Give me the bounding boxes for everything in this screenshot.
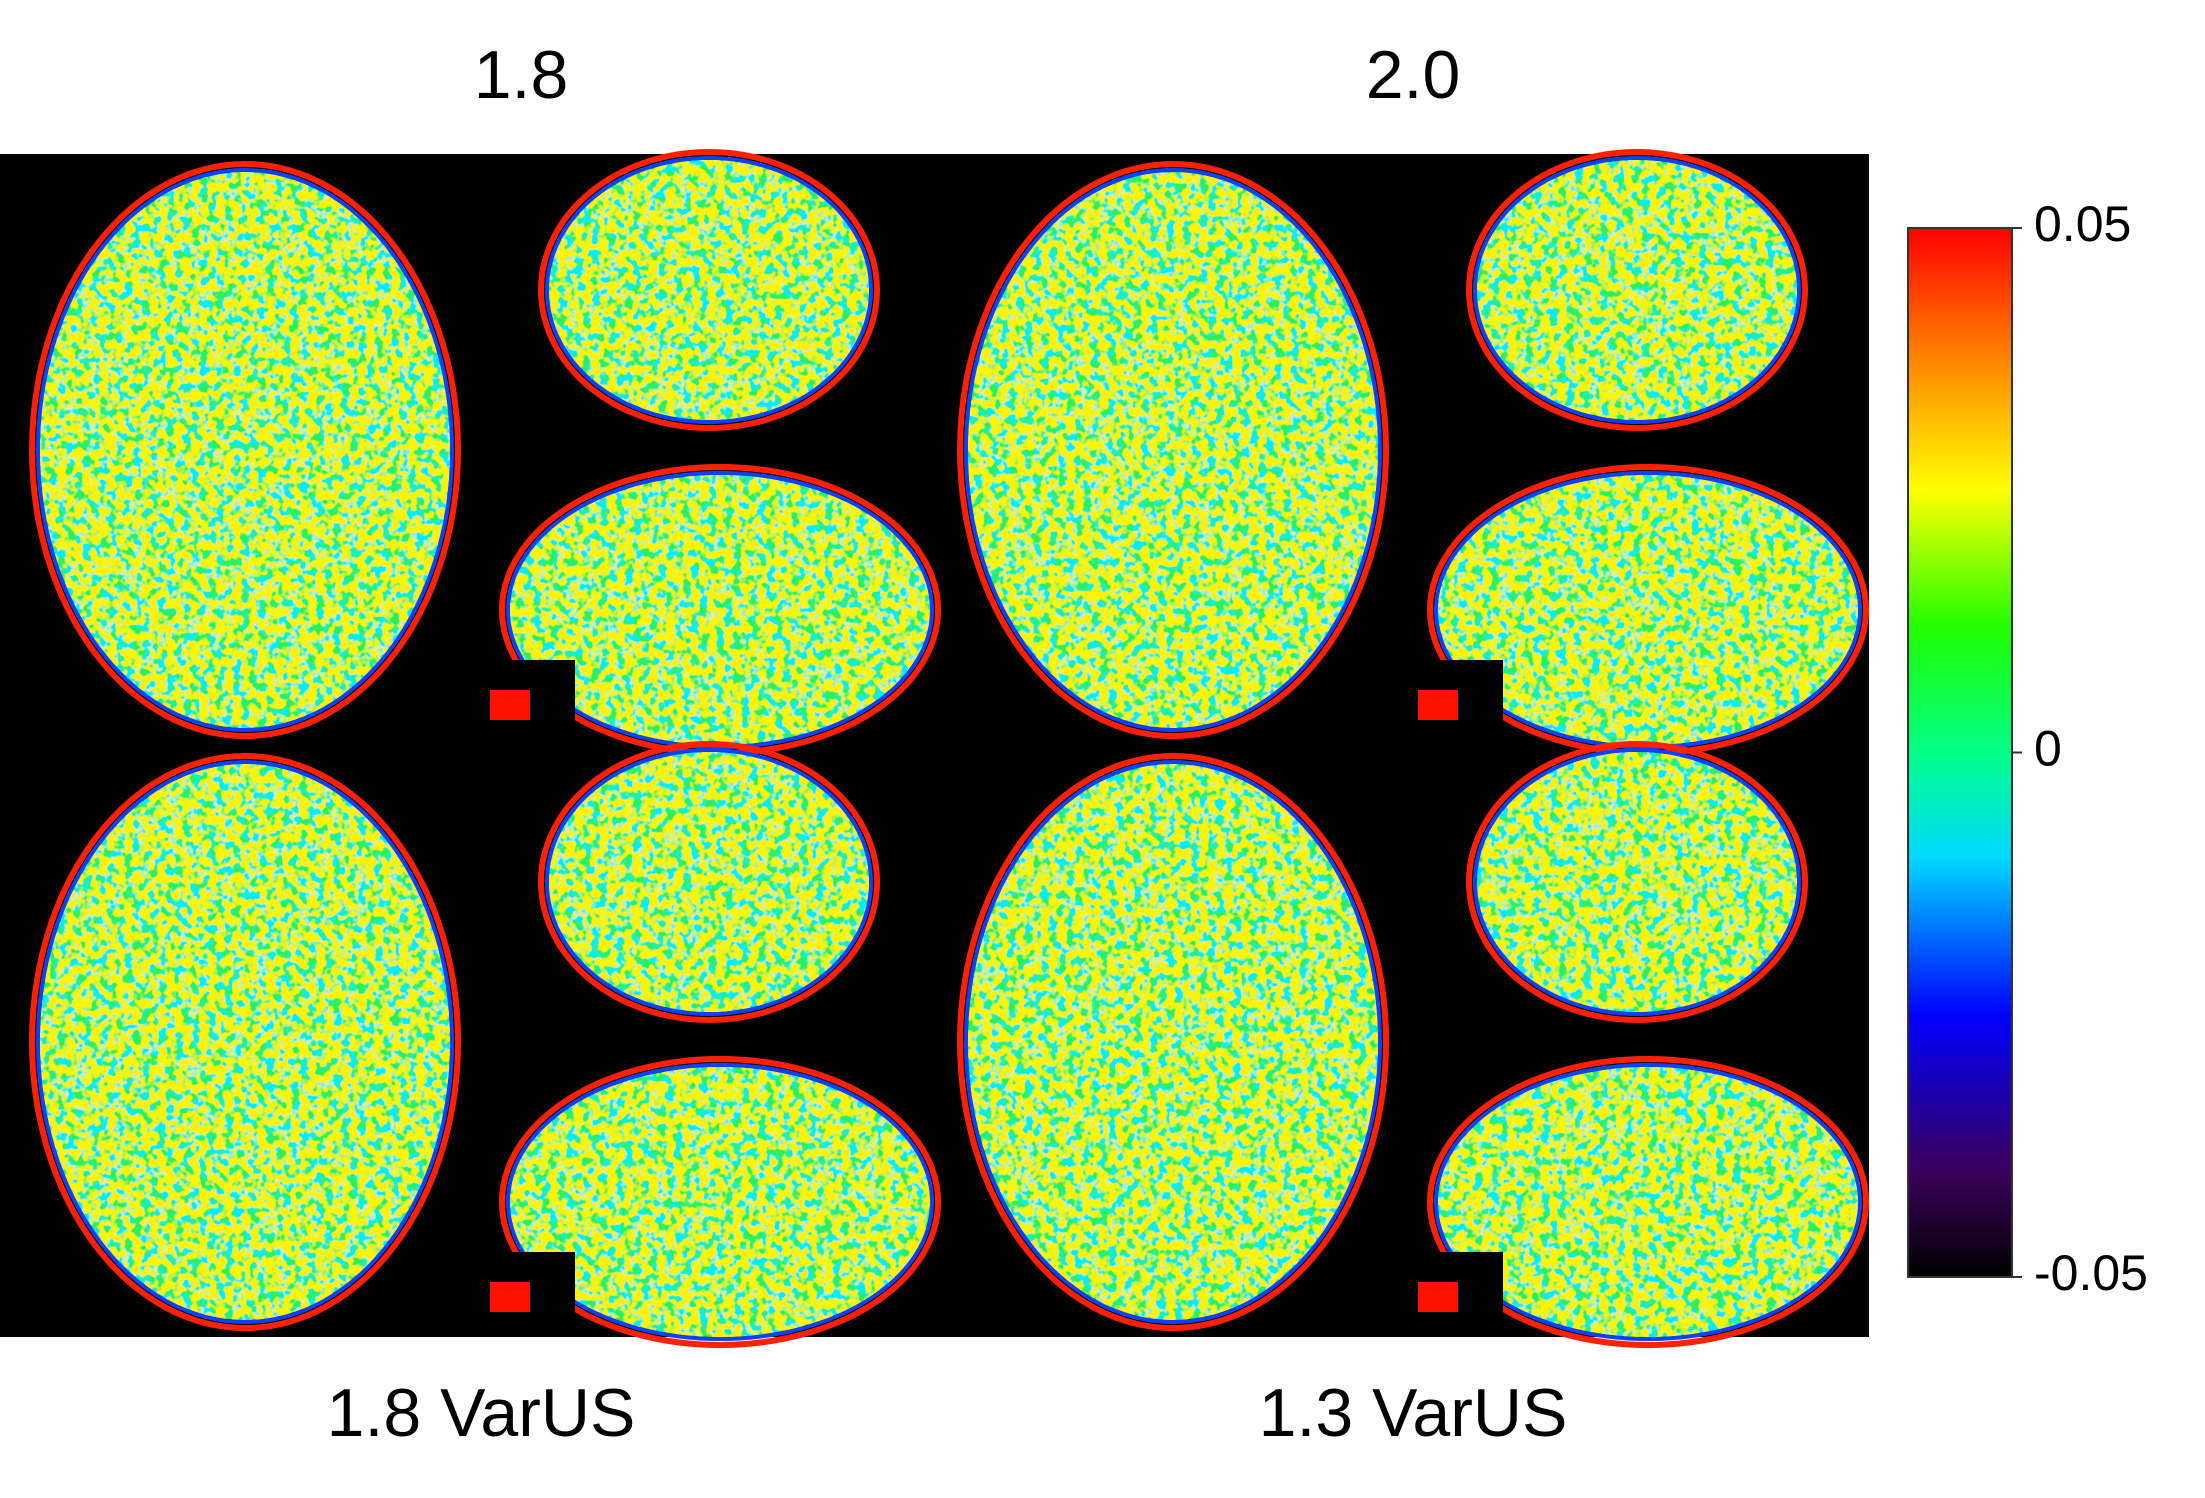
- colorbar-tick-label: 0.05: [2034, 196, 2131, 252]
- sagittal-slice-rim: [1427, 1056, 1869, 1348]
- coronal-slice: [549, 160, 869, 420]
- sagittal-slice-rim: [1434, 1063, 1862, 1341]
- coronal-slice-rim: [538, 149, 880, 431]
- coronal-slice-rim: [545, 156, 873, 424]
- sagittal-slice: [510, 1067, 930, 1337]
- colorbar-tick-label: -0.05: [2034, 1245, 2148, 1301]
- colorbar-tick-label: 0: [2034, 721, 2062, 777]
- artifact: [1418, 690, 1458, 720]
- axial-slice-rim: [957, 753, 1389, 1331]
- sagittal-slice: [1438, 475, 1858, 745]
- artifact: [490, 1282, 530, 1312]
- axial-slice: [40, 172, 450, 728]
- artifact: [1418, 1282, 1458, 1312]
- axial-slice: [40, 764, 450, 1320]
- sagittal-slice: [510, 475, 930, 745]
- axial-slice-rim: [957, 161, 1389, 739]
- sagittal-slice-rim: [506, 1063, 934, 1341]
- colorbar: [1907, 227, 2013, 1278]
- axial-slice-rim: [29, 161, 461, 739]
- coronal-slice-rim: [545, 748, 873, 1016]
- coronal-slice-rim: [538, 741, 880, 1023]
- brain-slices: [29, 149, 1869, 1348]
- sagittal-slice: [1438, 1067, 1858, 1337]
- coronal-slice: [549, 752, 869, 1012]
- coronal-slice: [1477, 752, 1797, 1012]
- coronal-slice-rim: [1466, 741, 1808, 1023]
- axial-slice: [968, 764, 1378, 1320]
- column-label: 1.8: [474, 37, 569, 113]
- sagittal-slice-rim: [499, 1056, 941, 1348]
- column-label: 2.0: [1366, 37, 1461, 113]
- coronal-slice-rim: [1473, 156, 1801, 424]
- row-label: 1.3 VarUS: [1259, 1375, 1568, 1451]
- axial-slice-rim: [36, 760, 454, 1324]
- coronal-slice-rim: [1473, 748, 1801, 1016]
- row-label: 1.8 VarUS: [327, 1375, 636, 1451]
- colorbar-ticks: 0.05 0 -0.05: [2012, 196, 2148, 1301]
- axial-slice-rim: [964, 168, 1382, 732]
- axial-slice-rim: [964, 760, 1382, 1324]
- axial-slice-rim: [29, 753, 461, 1331]
- artifact: [490, 690, 530, 720]
- coronal-slice: [1477, 160, 1797, 420]
- axial-slice-rim: [36, 168, 454, 732]
- coronal-slice-rim: [1466, 149, 1808, 431]
- axial-slice: [968, 172, 1378, 728]
